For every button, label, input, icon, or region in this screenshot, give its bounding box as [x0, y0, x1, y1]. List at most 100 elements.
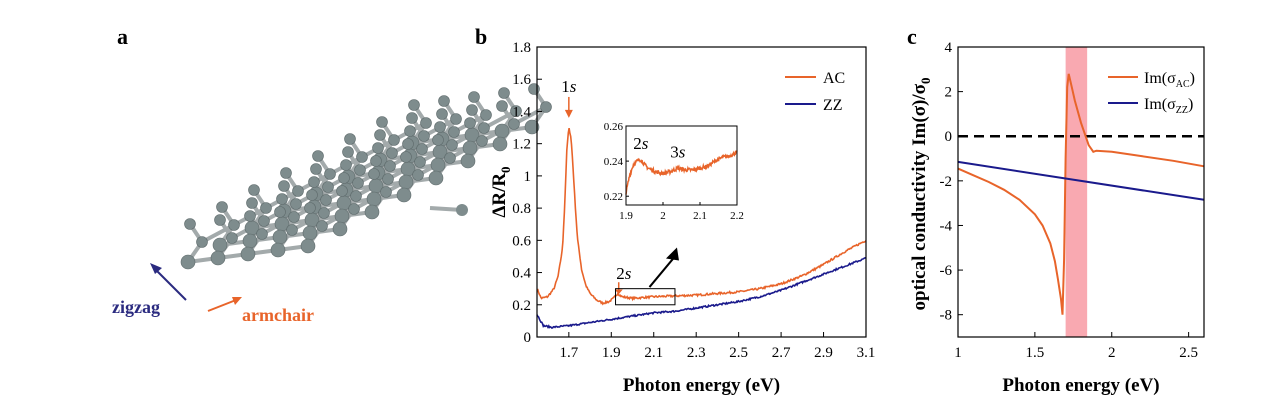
atom — [510, 105, 522, 117]
y-tick-label: 0 — [945, 129, 953, 145]
zigzag-label: zigzag — [112, 297, 160, 317]
y-tick-label: 1.2 — [512, 137, 531, 153]
inset-series-line-ac — [625, 150, 738, 195]
atom — [412, 169, 424, 181]
x-tick-label: 2.3 — [687, 345, 706, 361]
atom — [430, 157, 446, 173]
atom — [302, 225, 318, 241]
atom — [240, 246, 256, 262]
atom — [540, 101, 552, 113]
legend-label-im-zz: Im(σZZ) — [1144, 96, 1193, 116]
inset-annotation-2s: 2s — [633, 134, 649, 153]
atom — [402, 138, 414, 150]
y-tick-label: 0.2 — [512, 298, 531, 314]
panel-b-letter: b — [475, 24, 487, 49]
plot-frame — [957, 46, 1205, 338]
atom — [334, 208, 350, 224]
atom — [350, 190, 362, 202]
atom — [292, 185, 304, 197]
y-tick-label: 0 — [524, 330, 532, 346]
series-line-im-zz — [957, 160, 1205, 201]
legend-label-im-ac: Im(σAC) — [1144, 70, 1195, 90]
atom — [356, 151, 368, 163]
atom — [436, 108, 448, 120]
atom — [324, 168, 336, 180]
legend-label-ac: AC — [823, 70, 845, 87]
inset-x-tick-label: 1.9 — [619, 210, 633, 222]
atom — [228, 219, 240, 231]
panel-c-letter: c — [907, 24, 917, 49]
atom — [478, 122, 490, 134]
atom — [406, 112, 418, 124]
atom — [320, 194, 332, 206]
atom — [524, 119, 540, 135]
atom — [340, 159, 352, 171]
atom — [446, 139, 458, 151]
atom — [376, 116, 388, 128]
x-tick-label: 1 — [954, 345, 962, 361]
x-tick-label: 2.1 — [644, 345, 663, 361]
series-line-zz — [536, 256, 867, 330]
atom — [342, 146, 354, 158]
atom — [242, 233, 258, 249]
inset-chart: 1.9 2 2.1 2.2 0.22 0.24 0.26 2s 3s — [604, 121, 744, 222]
atom — [196, 236, 208, 248]
atom — [480, 109, 492, 121]
y-axis-label-sub: 0 — [498, 166, 513, 173]
annotation-1s-arrowhead — [564, 109, 573, 118]
atom — [276, 193, 288, 205]
inset-frame-top — [625, 125, 738, 206]
atom — [416, 143, 428, 155]
series-line-ac — [537, 127, 867, 306]
atom — [384, 160, 396, 172]
atom — [450, 113, 462, 125]
atom — [256, 228, 268, 240]
atom — [374, 129, 386, 141]
x-tick-label: 1.5 — [1026, 345, 1045, 361]
atom — [370, 155, 382, 167]
series-line-im-ac — [957, 73, 1205, 315]
inset-y-tick-label: 0.24 — [604, 156, 624, 168]
atom — [246, 197, 258, 209]
atom — [462, 140, 478, 156]
atom — [372, 142, 384, 154]
atom — [336, 185, 348, 197]
atom — [322, 181, 334, 193]
y-tick-label: -4 — [940, 218, 953, 234]
atom — [344, 133, 356, 145]
annotation-2s: 2s — [616, 264, 632, 283]
inset-x-tick-label: 2 — [660, 210, 666, 222]
x-axis-label: Photon energy (eV) — [623, 375, 780, 396]
atom — [274, 206, 286, 218]
inset-x-tick-label: 2.1 — [693, 210, 707, 222]
atom — [496, 100, 508, 112]
atom — [498, 87, 510, 99]
y-tick-label: 1.6 — [512, 72, 531, 88]
atom — [380, 186, 392, 198]
x-tick-label: 2.5 — [729, 345, 748, 361]
atom — [466, 104, 478, 116]
y-axis-label: ΔR/R0 — [489, 166, 513, 217]
atom — [444, 152, 456, 164]
atom — [306, 189, 318, 201]
atom — [476, 135, 488, 147]
legend-label-zz: ZZ — [823, 97, 843, 114]
inset-annotation-3s: 3s — [670, 143, 686, 162]
y-tick-label: 1 — [524, 169, 532, 185]
atom — [270, 242, 286, 258]
atom — [460, 153, 476, 169]
atom — [272, 229, 288, 245]
chart-c: 1 1.5 2 2.5 -8 -6 -4 -2 0 2 4 Photon energy (eV) opt… — [909, 40, 1205, 396]
atom — [354, 164, 366, 176]
exciton-highlight-band — [1065, 47, 1088, 337]
atom — [438, 95, 450, 107]
atom — [304, 202, 316, 214]
black-phosphorus-lattice-illustration — [180, 83, 552, 270]
atom — [404, 125, 416, 137]
chart-b: 1.7 1.9 2.1 2.3 2.5 2.7 2.9 3.1 0 0.2 0.4 0.6 0.8 1 1.… — [489, 40, 875, 396]
atom — [364, 204, 380, 220]
inset-frame — [625, 125, 738, 206]
y-axis-label: optical conductivity Im(σ)/σ0 — [909, 78, 933, 311]
x-tick-label: 2 — [1108, 345, 1116, 361]
